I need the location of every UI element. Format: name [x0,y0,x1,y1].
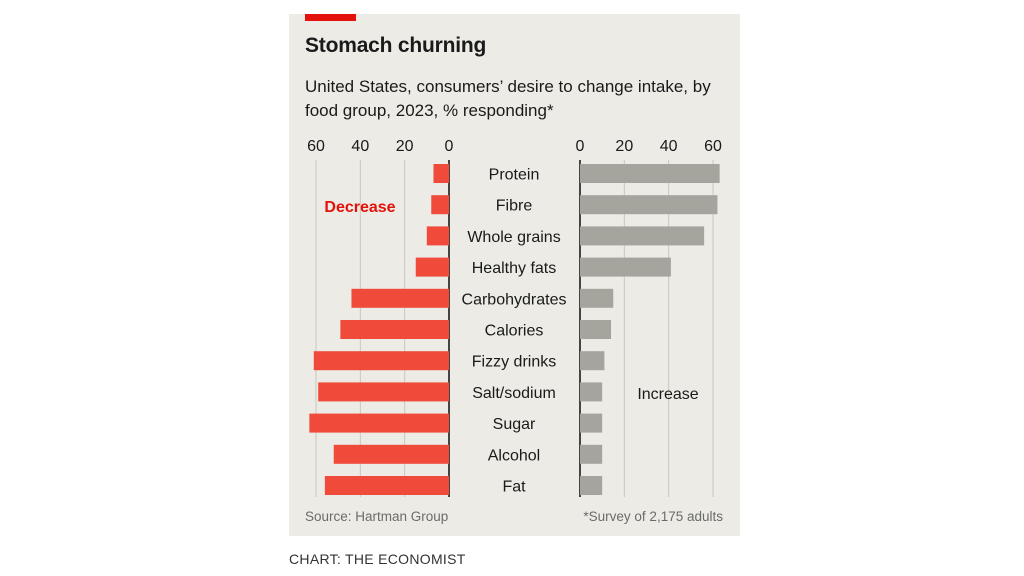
bar-decrease [309,413,449,433]
tick-label-right: 0 [576,138,585,155]
bar-decrease [333,444,449,464]
bar-decrease [415,257,449,277]
tick-label-right: 40 [660,138,678,155]
category-label: Fizzy drinks [472,354,556,371]
bar-increase [580,257,671,277]
chart-subtitle: United States, consumers’ desire to chan… [305,77,711,120]
bar-decrease [313,351,449,371]
series-label-decrease: Decrease [324,199,395,216]
bar-increase [580,226,705,246]
chart-credit: CHART: THE ECONOMIST [289,551,466,567]
bar-increase [580,444,603,464]
bar-increase [580,320,612,339]
bar-decrease [351,288,449,308]
category-label: Alcohol [488,447,540,464]
category-label: Protein [489,167,540,184]
bar-increase [580,476,603,495]
category-label: Salt/sodium [472,385,556,402]
tick-label-right: 20 [615,138,633,155]
bar-decrease [340,320,449,339]
bar-decrease [324,476,449,495]
source-note: Source: Hartman Group [305,509,449,524]
tick-label-left: 40 [351,138,369,155]
tick-label-left: 60 [307,138,325,155]
tick-label-left: 0 [445,138,454,155]
bar-decrease [426,226,449,246]
bar-increase [580,195,718,215]
category-label: Whole grains [467,229,560,246]
category-label: Fibre [496,198,533,215]
category-label: Calories [485,323,544,340]
category-label: Healthy fats [472,260,556,277]
survey-footnote: *Survey of 2,175 adults [583,509,723,524]
category-label: Carbohydrates [462,291,567,308]
chart-title: Stomach churning [305,34,487,57]
bar-decrease [431,195,449,215]
tick-label-right: 60 [704,138,722,155]
series-label-increase: Increase [637,386,698,403]
bar-increase [580,382,603,402]
bar-increase [580,351,605,371]
bar-increase [580,288,614,308]
tick-label-left: 20 [396,138,414,155]
bar-increase [580,413,603,433]
bar-increase [580,164,720,183]
category-label: Fat [502,479,526,496]
brand-red-tag [305,14,356,21]
bar-decrease [433,164,449,183]
bar-decrease [318,382,449,402]
category-label: Sugar [493,416,536,433]
